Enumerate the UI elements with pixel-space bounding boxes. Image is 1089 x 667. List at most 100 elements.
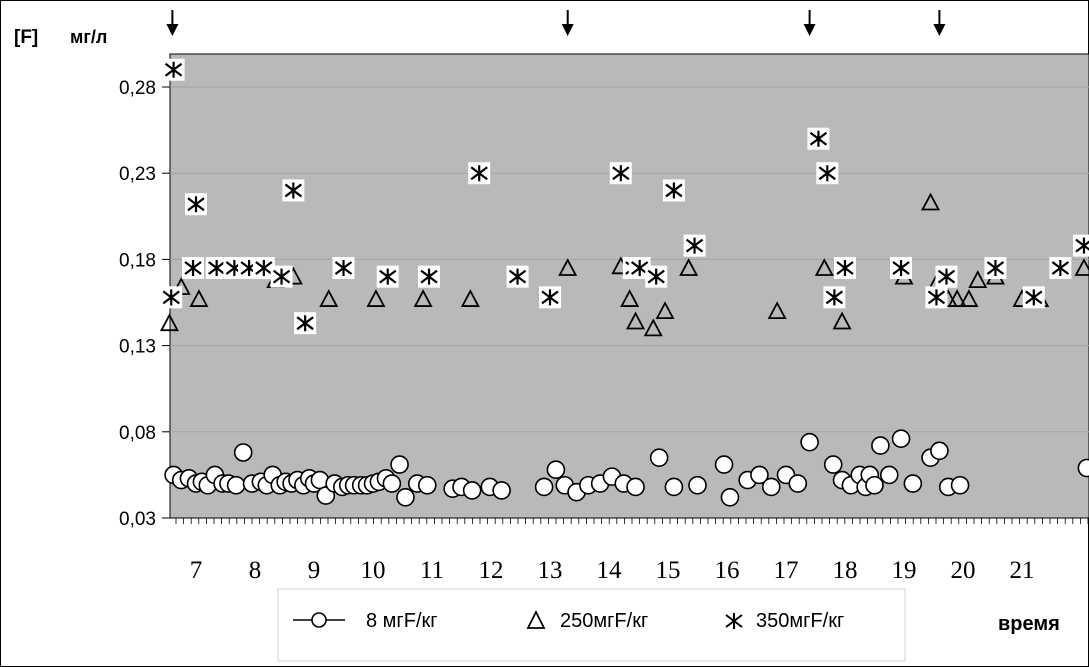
legend-circle-icon: [311, 612, 327, 628]
unit-label: [F]: [14, 27, 38, 48]
x-tick-label: 17: [774, 557, 799, 584]
data-point-asterisk: [162, 58, 185, 81]
legend-box: [277, 588, 906, 662]
data-point-triangle: [626, 311, 646, 330]
data-point-asterisk: [609, 162, 632, 185]
legend-label-series-2: 250мгF/кг: [560, 610, 648, 632]
y-tick-label: 0,23: [119, 164, 156, 185]
down-arrow-icon: [561, 10, 574, 36]
arrow-markers: [166, 10, 946, 36]
data-point-asterisk: [185, 193, 207, 216]
data-point-asterisk: [205, 257, 228, 280]
x-tick-label: 14: [597, 557, 623, 584]
data-point-asterisk: [1072, 234, 1089, 257]
data-point-asterisk: [628, 257, 651, 280]
y-tick-label: 0,08: [119, 423, 156, 444]
data-point-asterisk: [270, 265, 293, 288]
data-point-circle: [492, 481, 511, 500]
data-point-asterisk: [182, 257, 205, 280]
data-point-triangle: [655, 301, 675, 320]
data-point-circle: [714, 455, 734, 474]
x-axis-label: время: [998, 613, 1060, 635]
data-point-circle: [930, 441, 949, 461]
x-tick-label: 13: [538, 557, 563, 584]
data-point-circle: [823, 455, 843, 474]
legend-triangle-icon: [526, 609, 546, 629]
data-point-triangle: [959, 289, 979, 307]
x-axis-ticks: 7 8 9 10 11 12 13 14 15 16 17 18 19 20 21: [190, 557, 1035, 584]
x-tick-label: 11: [420, 557, 444, 584]
data-point-circle: [800, 432, 819, 452]
data-point-triangle: [832, 311, 852, 330]
data-point-asterisk: [1049, 257, 1072, 280]
data-point-circle: [390, 455, 409, 474]
data-point-asterisk: [376, 265, 399, 288]
data-point-circle: [871, 436, 890, 455]
data-point-triangle: [319, 289, 339, 307]
data-point-asterisk: [935, 265, 958, 288]
data-point-asterisk: [645, 265, 668, 288]
data-point-circle: [226, 475, 246, 495]
data-point-circle: [382, 474, 402, 493]
data-points: [159, 58, 1089, 507]
data-point-triangle: [921, 192, 941, 211]
legend-label-series-1: 8 мгF/кг: [366, 610, 438, 632]
x-tick-label: 20: [951, 557, 976, 584]
data-point-triangle: [679, 258, 699, 276]
data-point-asterisk: [662, 179, 685, 202]
y-tick-label: 0,13: [119, 337, 156, 358]
y-tick-label: 0,18: [119, 250, 156, 271]
data-point-triangle: [460, 289, 480, 307]
data-point-asterisk: [890, 257, 913, 280]
data-point-asterisk: [252, 257, 275, 280]
x-tick-label: 16: [715, 557, 740, 584]
x-tick-label: 21: [1010, 557, 1035, 584]
x-tick-label: 10: [361, 557, 386, 584]
data-point-asterisk: [282, 179, 305, 202]
data-point-asterisk: [1022, 286, 1045, 309]
x-tick-label: 12: [479, 557, 504, 584]
data-point-circle: [788, 474, 808, 493]
data-point-circle: [233, 443, 253, 462]
data-point-asterisk: [683, 234, 706, 257]
x-tick-label: 18: [833, 557, 858, 584]
x-tick-label: 8: [249, 557, 262, 584]
data-point-circle: [903, 474, 923, 493]
x-tick-label: 9: [308, 557, 321, 584]
data-point-asterisk: [925, 286, 948, 309]
data-point-circle: [891, 429, 911, 448]
data-point-circle: [950, 475, 970, 495]
data-point-circle: [396, 488, 415, 507]
data-point-asterisk: [539, 286, 561, 309]
data-point-asterisk: [823, 286, 846, 309]
data-point-asterisk: [506, 265, 529, 288]
data-point-asterisk: [418, 265, 441, 288]
data-point-circle: [546, 460, 566, 480]
data-point-circle: [720, 488, 740, 507]
x-axis-minor-ticks: [175, 518, 1089, 524]
data-point-circle: [649, 448, 669, 467]
data-point-asterisk: [816, 162, 839, 185]
data-point-triangle: [643, 318, 663, 337]
data-point-asterisk: [468, 162, 491, 185]
data-point-triangle: [189, 289, 209, 307]
data-point-asterisk: [834, 257, 856, 280]
y-tick-label: 0,03: [119, 509, 156, 530]
data-point-triangle: [159, 313, 179, 332]
data-point-circle: [462, 481, 482, 500]
data-point-triangle: [366, 289, 386, 307]
data-point-circle: [417, 475, 437, 495]
data-point-circle: [688, 475, 707, 495]
data-point-circle: [879, 465, 899, 485]
x-tick-label: 7: [190, 557, 203, 584]
data-point-asterisk: [294, 312, 317, 335]
data-point-triangle: [558, 258, 578, 276]
y-axis-label: мг/л: [70, 27, 107, 47]
data-point-asterisk: [807, 127, 830, 150]
data-point-circle: [626, 477, 645, 497]
data-point-circle: [664, 477, 684, 497]
legend: 8 мгF/кг 250мгF/кг 350мгF/кг: [277, 588, 906, 662]
data-point-circle: [761, 477, 781, 497]
legend-label-series-3: 350мгF/кг: [756, 610, 844, 632]
